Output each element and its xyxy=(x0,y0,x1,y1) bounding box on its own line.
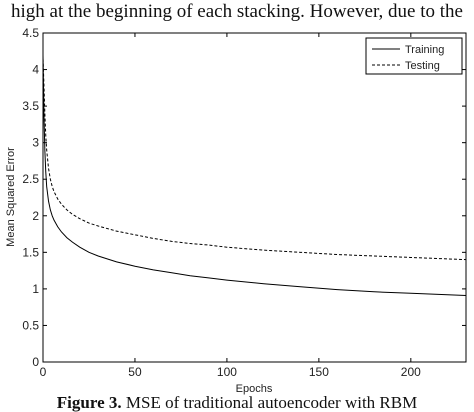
series-line-testing xyxy=(42,58,467,261)
y-tick-label: 1 xyxy=(32,282,39,296)
x-tick-label: 0 xyxy=(40,365,47,379)
x-tick-label: 50 xyxy=(128,365,142,379)
legend: Training Testing xyxy=(365,37,463,75)
legend-label-training: Training xyxy=(405,44,444,56)
y-tick-label: 0 xyxy=(32,355,39,369)
caption-label: Figure 3. xyxy=(56,394,122,412)
y-tick-label: 2 xyxy=(32,209,39,223)
y-tick-label: 0.5 xyxy=(22,318,39,332)
y-tick-label: 1.5 xyxy=(22,245,39,259)
caption-text: MSE of traditional autoencoder with RBM xyxy=(121,394,418,412)
y-tick-label: 4 xyxy=(32,63,39,77)
x-tick-label: 150 xyxy=(309,365,329,379)
x-axis-label: Epochs xyxy=(236,383,273,395)
y-axis: 0 0.5 1 1.5 2 2.5 3 3.5 4 4.5 xyxy=(22,26,466,369)
plot-area xyxy=(42,32,467,363)
x-tick-label: 200 xyxy=(401,365,421,379)
series-line-training xyxy=(42,54,467,296)
figure-caption: Figure 3. MSE of traditional autoencoder… xyxy=(0,394,474,412)
y-tick-label: 2.5 xyxy=(22,172,39,186)
y-axis-label: Mean Squared Error xyxy=(5,147,17,247)
legend-box xyxy=(365,37,463,75)
x-tick-label: 100 xyxy=(217,365,237,379)
context-text-above: high at the beginning of each stacking. … xyxy=(11,1,463,22)
x-axis: 0 50 100 150 200 xyxy=(40,33,421,379)
y-tick-label: 4.5 xyxy=(22,26,39,40)
series-layer xyxy=(42,54,467,296)
y-tick-label: 3 xyxy=(32,136,39,150)
legend-label-testing: Testing xyxy=(405,60,440,72)
y-tick-label: 3.5 xyxy=(22,99,39,113)
